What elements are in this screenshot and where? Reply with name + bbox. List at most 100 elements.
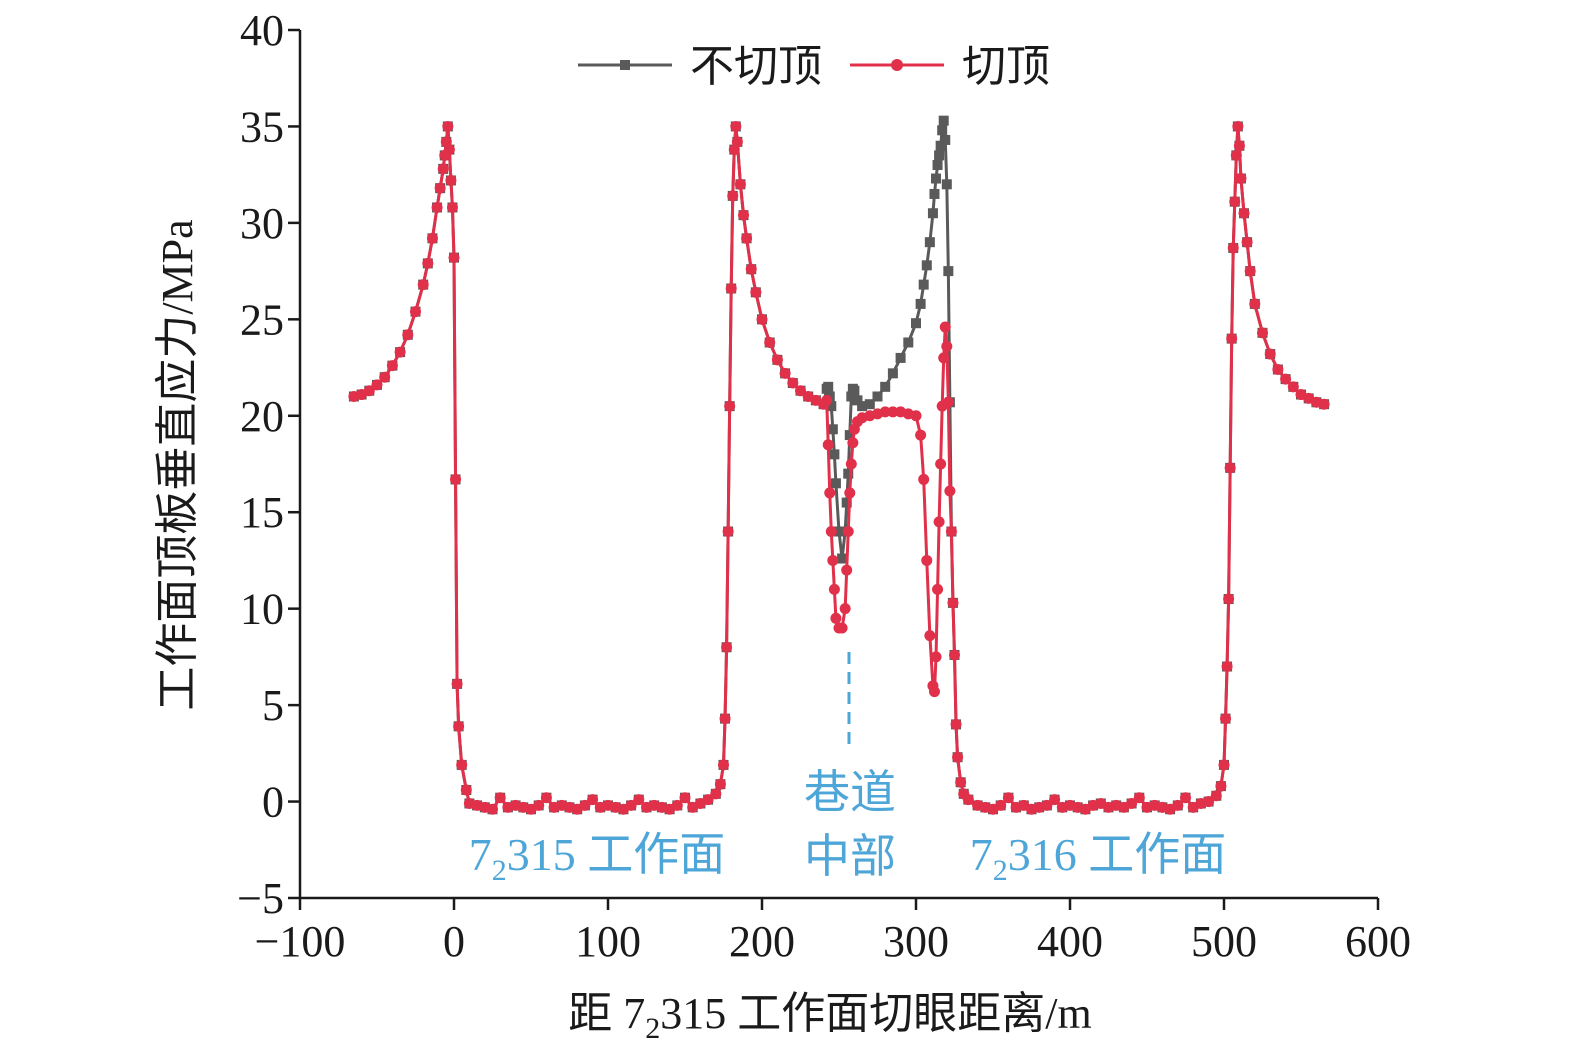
point bbox=[944, 485, 956, 497]
plot-area bbox=[348, 115, 1330, 815]
point bbox=[787, 377, 799, 389]
point bbox=[841, 564, 853, 576]
point bbox=[827, 424, 838, 435]
legend-marker bbox=[891, 59, 903, 71]
legend-label: 切顶 bbox=[962, 42, 1050, 91]
point bbox=[1215, 780, 1227, 792]
point bbox=[1264, 348, 1276, 360]
point bbox=[911, 318, 921, 329]
point bbox=[924, 237, 935, 248]
midline-label: 巷道 bbox=[804, 767, 896, 818]
point bbox=[443, 144, 455, 156]
point bbox=[945, 526, 957, 538]
point bbox=[1220, 713, 1232, 725]
point bbox=[1229, 196, 1241, 208]
series-line bbox=[353, 120, 1325, 811]
point bbox=[533, 799, 545, 811]
point bbox=[1041, 799, 1053, 811]
point bbox=[839, 603, 851, 615]
annotation-part: 316 工作面 bbox=[1008, 829, 1227, 880]
point bbox=[941, 340, 953, 352]
point bbox=[1180, 792, 1191, 804]
point bbox=[1133, 792, 1145, 804]
point bbox=[1244, 265, 1256, 277]
point bbox=[371, 379, 383, 391]
point bbox=[702, 794, 714, 806]
point bbox=[842, 526, 854, 538]
x-tick-label: 600 bbox=[1345, 917, 1411, 966]
point bbox=[837, 553, 848, 564]
point bbox=[633, 794, 645, 806]
point bbox=[834, 526, 844, 537]
point bbox=[1203, 796, 1215, 808]
point bbox=[824, 487, 836, 499]
legend: 不切顶 切顶 bbox=[578, 42, 1050, 91]
point bbox=[1241, 236, 1253, 248]
point bbox=[579, 799, 591, 811]
y-tick-label: 35 bbox=[240, 102, 284, 151]
point bbox=[756, 313, 768, 325]
point bbox=[879, 406, 891, 418]
x-tick-label: 300 bbox=[883, 917, 949, 966]
point bbox=[1221, 661, 1233, 673]
point bbox=[826, 401, 837, 412]
point bbox=[827, 554, 839, 566]
x-tick-label: −100 bbox=[255, 917, 346, 966]
point bbox=[895, 352, 906, 363]
point bbox=[841, 497, 852, 508]
y-tick-label: 15 bbox=[240, 488, 284, 537]
x-axis-label: 距 72315 工作面切眼距离/m bbox=[568, 989, 1091, 1045]
y-tick-label: 40 bbox=[240, 6, 284, 55]
point bbox=[935, 458, 947, 470]
point bbox=[845, 458, 857, 470]
point bbox=[1318, 398, 1330, 410]
point bbox=[918, 279, 929, 290]
point bbox=[852, 395, 863, 406]
point bbox=[417, 279, 429, 291]
point bbox=[829, 449, 840, 460]
point bbox=[857, 401, 868, 412]
point bbox=[872, 391, 883, 402]
point bbox=[734, 178, 746, 190]
point bbox=[938, 352, 950, 364]
point bbox=[1232, 120, 1244, 132]
point bbox=[710, 788, 722, 800]
point bbox=[738, 209, 750, 221]
point bbox=[1287, 381, 1299, 393]
point bbox=[725, 282, 737, 294]
point bbox=[1226, 333, 1238, 345]
series-line bbox=[353, 126, 1325, 811]
point bbox=[727, 190, 739, 202]
point bbox=[830, 478, 841, 489]
point bbox=[718, 759, 729, 771]
legend-label: 不切顶 bbox=[690, 42, 822, 91]
point bbox=[1224, 462, 1236, 474]
y-tick-label: −5 bbox=[237, 874, 284, 923]
point bbox=[934, 150, 945, 161]
point bbox=[451, 678, 463, 690]
y-tick-label: 25 bbox=[240, 295, 284, 344]
y-tick-label: 5 bbox=[262, 681, 284, 730]
point bbox=[1223, 593, 1235, 605]
point bbox=[453, 720, 465, 732]
point bbox=[903, 337, 914, 348]
point bbox=[446, 201, 458, 213]
point bbox=[779, 367, 791, 379]
point bbox=[750, 286, 762, 298]
point bbox=[410, 306, 421, 318]
point bbox=[741, 232, 753, 244]
point bbox=[722, 526, 734, 538]
point bbox=[386, 360, 398, 372]
annotation: 72316 工作面 bbox=[970, 829, 1227, 887]
point bbox=[363, 385, 375, 397]
point bbox=[825, 526, 837, 538]
point bbox=[1235, 173, 1247, 185]
y-tick-label: 0 bbox=[262, 778, 284, 827]
x-label-part: 距 7 bbox=[568, 989, 645, 1038]
point bbox=[402, 329, 414, 341]
point bbox=[949, 649, 960, 661]
point bbox=[1233, 140, 1245, 152]
point bbox=[587, 794, 599, 806]
point bbox=[864, 399, 875, 410]
point bbox=[942, 396, 954, 408]
